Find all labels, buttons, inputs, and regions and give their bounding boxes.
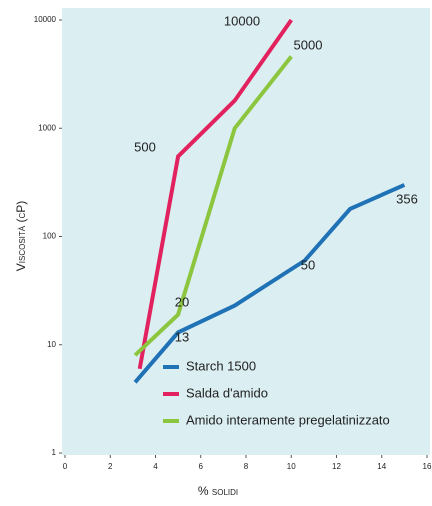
annotation: 13 [175,329,189,344]
annotation: 20 [175,294,189,309]
y-tick-label: 100 [43,232,57,241]
x-tick-label: 16 [423,462,432,471]
annotation: 10000 [224,13,260,28]
y-axis-label: Viscosità (cP) [14,201,28,271]
annotation: 5000 [294,37,323,52]
series-line [133,183,406,384]
x-tick-label: 12 [332,462,341,471]
series-line [133,55,293,357]
x-axis-label: % solidi [198,484,238,498]
x-tick-label: 4 [153,462,158,471]
annotation: 356 [396,191,418,206]
x-tick-label: 14 [377,462,386,471]
y-tick-label: 1000 [38,123,56,132]
legend-label: Salda d'amido [186,385,268,400]
legend-label: Starch 1500 [186,358,256,373]
x-tick-label: 2 [108,462,113,471]
y-tick-label: 1 [52,448,57,457]
x-tick-label: 6 [199,462,204,471]
y-tick-label: 10 [47,340,56,349]
x-tick-label: 0 [63,462,68,471]
legend-label: Amido interamente pregelatinizzato [186,412,390,427]
x-tick-label: 8 [244,462,249,471]
series-line [137,18,293,370]
annotation: 500 [134,139,156,154]
x-tick-label: 10 [287,462,296,471]
annotation: 50 [301,257,315,272]
y-tick-label: 10000 [34,15,57,24]
